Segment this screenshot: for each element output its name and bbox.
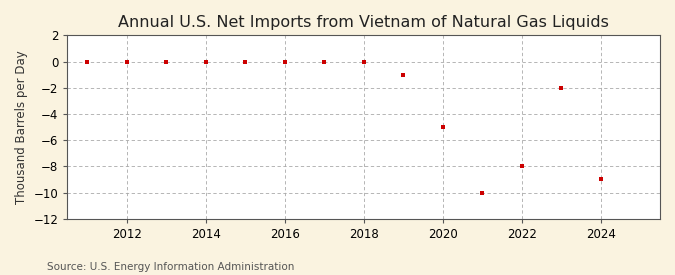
Y-axis label: Thousand Barrels per Day: Thousand Barrels per Day bbox=[15, 50, 28, 204]
Title: Annual U.S. Net Imports from Vietnam of Natural Gas Liquids: Annual U.S. Net Imports from Vietnam of … bbox=[118, 15, 609, 30]
Text: Source: U.S. Energy Information Administration: Source: U.S. Energy Information Administ… bbox=[47, 262, 294, 272]
